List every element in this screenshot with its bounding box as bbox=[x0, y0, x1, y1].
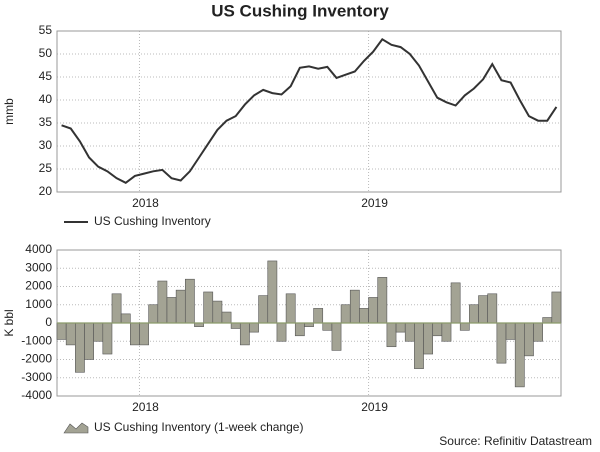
y-axis-label: K bbl bbox=[2, 309, 16, 336]
bar bbox=[331, 322, 342, 351]
bar bbox=[441, 322, 452, 342]
chart-title: US Cushing Inventory bbox=[211, 1, 389, 20]
bar bbox=[267, 260, 278, 324]
bar bbox=[239, 322, 250, 346]
bar bbox=[359, 308, 369, 324]
bar bbox=[111, 293, 122, 324]
y-tick-label: 1000 bbox=[25, 297, 52, 311]
bar bbox=[524, 322, 534, 357]
bar bbox=[322, 322, 333, 331]
bar bbox=[184, 278, 195, 324]
y-tick-label: -2000 bbox=[21, 352, 52, 366]
y-tick-label: 55 bbox=[39, 23, 53, 37]
line-series bbox=[61, 37, 558, 184]
bar bbox=[514, 322, 525, 388]
bar bbox=[294, 322, 305, 337]
bar bbox=[175, 289, 186, 324]
bar bbox=[395, 322, 406, 333]
bar bbox=[386, 322, 397, 348]
y-tick-label: 20 bbox=[39, 184, 53, 198]
bar bbox=[276, 322, 287, 342]
bar bbox=[84, 322, 94, 360]
bar bbox=[377, 277, 388, 324]
y-tick-label: 4000 bbox=[25, 242, 52, 256]
y-axis-label: mmb bbox=[2, 98, 16, 125]
bar bbox=[212, 300, 223, 324]
source-note: Source: Refinitiv Datastream bbox=[439, 434, 592, 448]
bar bbox=[349, 289, 360, 324]
bar bbox=[533, 322, 543, 342]
y-tick-label: 0 bbox=[45, 315, 52, 329]
bar bbox=[404, 322, 415, 342]
x-tick-label: 2019 bbox=[361, 400, 388, 414]
bar bbox=[130, 322, 140, 346]
bar bbox=[368, 297, 379, 324]
bar bbox=[414, 322, 424, 369]
bar bbox=[65, 322, 76, 346]
bar bbox=[459, 322, 470, 331]
bar bbox=[157, 280, 168, 324]
bar bbox=[75, 322, 85, 373]
y-tick-label: 30 bbox=[39, 138, 53, 152]
legend-label: US Cushing Inventory (1-week change) bbox=[94, 420, 303, 434]
bar bbox=[542, 317, 553, 324]
bar bbox=[148, 304, 159, 324]
y-tick-label: 2000 bbox=[25, 279, 52, 293]
bar bbox=[221, 311, 232, 324]
x-tick-label: 2019 bbox=[361, 196, 388, 210]
bar bbox=[505, 322, 516, 340]
y-tick-label: 40 bbox=[39, 92, 53, 106]
bar bbox=[285, 293, 296, 324]
y-tick-label: -3000 bbox=[21, 370, 52, 384]
legend-label: US Cushing Inventory bbox=[94, 214, 211, 228]
bar bbox=[450, 282, 461, 324]
bar bbox=[93, 322, 104, 342]
bar bbox=[313, 308, 324, 324]
bar bbox=[102, 322, 113, 355]
bar bbox=[478, 295, 488, 324]
bar bbox=[340, 304, 351, 324]
bar bbox=[166, 297, 177, 324]
plot-frame bbox=[56, 30, 562, 193]
bar bbox=[230, 322, 241, 329]
bar bbox=[203, 291, 214, 324]
y-tick-label: 25 bbox=[39, 161, 53, 175]
y-tick-label: -4000 bbox=[21, 388, 52, 402]
bar bbox=[258, 295, 269, 324]
bar bbox=[487, 293, 498, 324]
bar bbox=[496, 322, 507, 364]
bar bbox=[423, 322, 434, 355]
bar bbox=[432, 322, 443, 337]
y-tick-label: 35 bbox=[39, 115, 53, 129]
legend-swatch bbox=[63, 422, 89, 434]
y-tick-label: -1000 bbox=[21, 333, 52, 347]
bar bbox=[469, 304, 479, 324]
y-tick-label: 50 bbox=[39, 46, 53, 60]
x-tick-label: 2018 bbox=[132, 196, 159, 210]
bar bbox=[56, 322, 67, 340]
y-tick-label: 3000 bbox=[25, 260, 52, 274]
x-tick-label: 2018 bbox=[132, 400, 159, 414]
y-tick-label: 45 bbox=[39, 69, 53, 83]
bar bbox=[120, 313, 131, 324]
bar bbox=[551, 291, 562, 324]
bar bbox=[249, 322, 259, 333]
bar bbox=[139, 322, 149, 346]
